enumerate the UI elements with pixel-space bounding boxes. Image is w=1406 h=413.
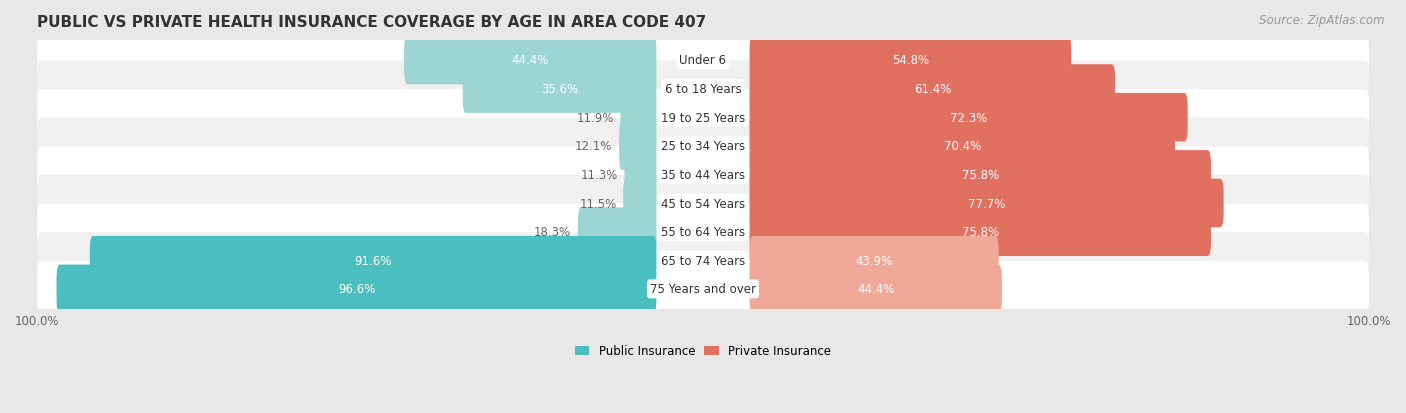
Text: 61.4%: 61.4% [914,83,950,96]
FancyBboxPatch shape [620,94,657,142]
Text: 11.5%: 11.5% [579,197,616,210]
FancyBboxPatch shape [749,179,1223,228]
FancyBboxPatch shape [749,236,998,285]
Text: 35 to 44 Years: 35 to 44 Years [661,169,745,181]
FancyBboxPatch shape [749,151,1211,199]
FancyBboxPatch shape [37,176,1369,232]
FancyBboxPatch shape [37,90,1369,146]
Text: 77.7%: 77.7% [967,197,1005,210]
FancyBboxPatch shape [404,36,657,85]
FancyBboxPatch shape [37,204,1369,260]
FancyBboxPatch shape [90,236,657,285]
Text: 96.6%: 96.6% [337,283,375,296]
Text: 70.4%: 70.4% [943,140,981,153]
FancyBboxPatch shape [749,208,1211,256]
FancyBboxPatch shape [37,147,1369,203]
Text: 45 to 54 Years: 45 to 54 Years [661,197,745,210]
Text: 72.3%: 72.3% [950,112,987,124]
FancyBboxPatch shape [749,65,1115,114]
FancyBboxPatch shape [624,151,657,199]
FancyBboxPatch shape [749,94,1188,142]
Text: 43.9%: 43.9% [855,254,893,267]
Text: 91.6%: 91.6% [354,254,392,267]
Text: 54.8%: 54.8% [891,54,929,67]
Text: 6 to 18 Years: 6 to 18 Years [665,83,741,96]
Text: 18.3%: 18.3% [534,225,571,239]
FancyBboxPatch shape [37,33,1369,89]
Text: 65 to 74 Years: 65 to 74 Years [661,254,745,267]
Text: 75.8%: 75.8% [962,225,998,239]
FancyBboxPatch shape [37,233,1369,289]
Text: 35.6%: 35.6% [541,83,578,96]
FancyBboxPatch shape [749,265,1002,313]
FancyBboxPatch shape [56,265,657,313]
Text: 75.8%: 75.8% [962,169,998,181]
Text: 11.9%: 11.9% [576,112,614,124]
FancyBboxPatch shape [37,62,1369,117]
Legend: Public Insurance, Private Insurance: Public Insurance, Private Insurance [571,340,835,362]
Text: Under 6: Under 6 [679,54,727,67]
Text: 11.3%: 11.3% [581,169,617,181]
Text: PUBLIC VS PRIVATE HEALTH INSURANCE COVERAGE BY AGE IN AREA CODE 407: PUBLIC VS PRIVATE HEALTH INSURANCE COVER… [37,15,706,30]
FancyBboxPatch shape [37,119,1369,174]
Text: 75 Years and over: 75 Years and over [650,283,756,296]
Text: 44.4%: 44.4% [512,54,548,67]
FancyBboxPatch shape [37,261,1369,317]
FancyBboxPatch shape [463,65,657,114]
FancyBboxPatch shape [623,179,657,228]
Text: 12.1%: 12.1% [575,140,613,153]
Text: Source: ZipAtlas.com: Source: ZipAtlas.com [1260,14,1385,27]
FancyBboxPatch shape [578,208,657,256]
Text: 44.4%: 44.4% [858,283,894,296]
Text: 25 to 34 Years: 25 to 34 Years [661,140,745,153]
FancyBboxPatch shape [749,36,1071,85]
FancyBboxPatch shape [749,122,1175,171]
Text: 55 to 64 Years: 55 to 64 Years [661,225,745,239]
FancyBboxPatch shape [619,122,657,171]
Text: 19 to 25 Years: 19 to 25 Years [661,112,745,124]
